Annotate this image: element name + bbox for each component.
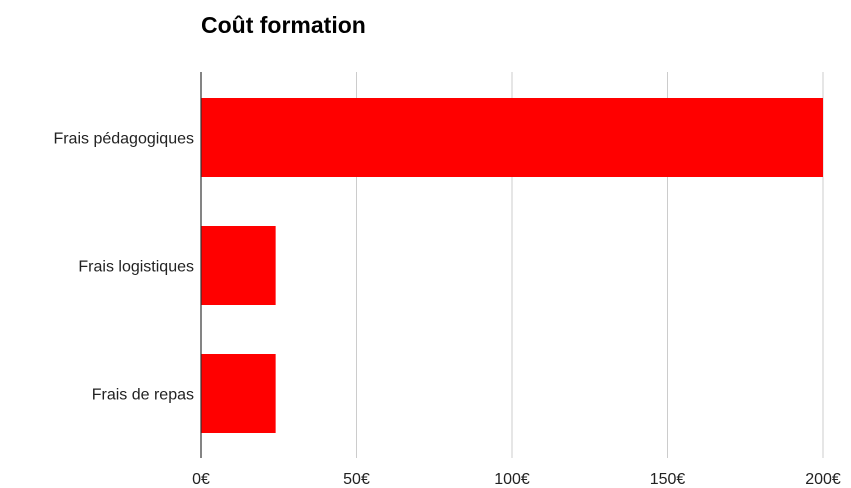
x-tick-label-0: 0€ (192, 471, 210, 488)
bar-1 (201, 226, 276, 305)
category-label-1: Frais logistiques (78, 259, 194, 276)
category-labels: Frais pédagogiques Frais logistiques Frais… (53, 131, 194, 404)
x-tick-label-2: 100€ (494, 471, 530, 488)
x-tick-label-4: 200€ (805, 471, 841, 488)
category-label-0: Frais pédagogiques (53, 131, 194, 148)
bars (201, 98, 823, 433)
x-tick-label-1: 50€ (343, 471, 370, 488)
x-tick-labels: 0€ 50€ 100€ 150€ 200€ (192, 471, 841, 488)
bar-2 (201, 354, 276, 433)
bar-0 (201, 98, 823, 177)
category-label-2: Frais de repas (92, 387, 194, 404)
x-tick-label-3: 150€ (650, 471, 686, 488)
chart-title: Coût formation (201, 12, 366, 38)
